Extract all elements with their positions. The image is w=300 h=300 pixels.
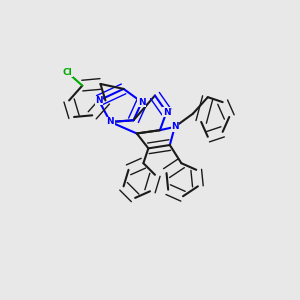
Text: N: N: [138, 98, 146, 106]
Text: N: N: [171, 122, 178, 131]
Text: N: N: [95, 96, 103, 105]
Text: Cl: Cl: [63, 68, 72, 77]
Text: N: N: [163, 107, 170, 116]
Text: N: N: [106, 117, 114, 126]
